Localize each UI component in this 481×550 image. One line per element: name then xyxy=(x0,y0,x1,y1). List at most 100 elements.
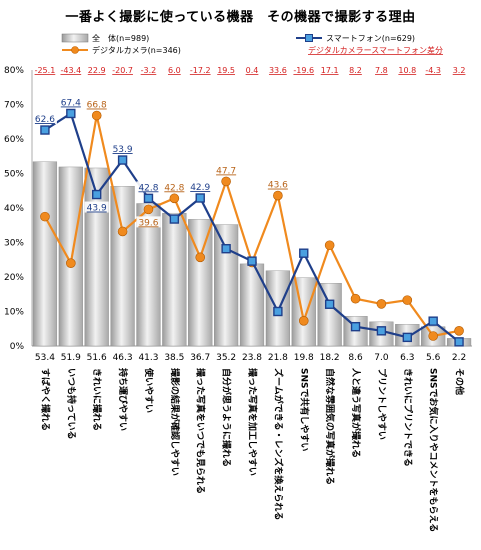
bar-value-label: 41.3 xyxy=(138,353,158,363)
phone-point xyxy=(66,108,76,119)
y-tick-label: 60% xyxy=(4,135,24,145)
bar xyxy=(58,166,83,347)
phone-label-bg xyxy=(84,201,109,213)
camera-label-bg xyxy=(84,98,109,110)
bar-value-label: 18.2 xyxy=(320,353,340,363)
camera-point xyxy=(324,240,335,251)
diff-label: 8.2 xyxy=(349,66,362,75)
legend-marker-phone xyxy=(305,34,313,42)
bar-value-label: 51.9 xyxy=(61,353,81,363)
diff-label: 17.1 xyxy=(321,66,339,75)
phone-point xyxy=(169,214,180,224)
category-labels: すばやく撮れる いつも持っている きれいに撮れる 持ち運びやすい 使いやすい 撮影の結果が… xyxy=(39,367,465,532)
y-tick-label: 40% xyxy=(4,204,24,214)
camera-point xyxy=(66,258,76,269)
phone-point xyxy=(221,244,231,254)
legend-label-camera: デジタルカメラ(n=346) xyxy=(92,45,181,55)
point-value-labels: 62.6 67.4 43.9 53.9 42.8 42.9 66.8 39.6 42.8 47.7… xyxy=(32,96,290,228)
bar-value-label: 5.6 xyxy=(426,353,441,363)
bar-value-label: 35.2 xyxy=(216,353,236,363)
camera-label-bg xyxy=(162,181,187,193)
phone-point xyxy=(299,248,309,258)
bar xyxy=(110,186,135,347)
phone-point xyxy=(195,193,205,203)
bar xyxy=(291,277,316,347)
category-label: 撮った写真を加工しやすい xyxy=(247,368,259,476)
category-label: SNSでお気に入りやコメントをもらえる xyxy=(428,368,440,532)
camera-point xyxy=(273,190,283,201)
diff-label: -17.2 xyxy=(190,66,211,75)
category-label: きれいに撮れる xyxy=(91,368,103,431)
phone-point xyxy=(428,316,438,326)
category-label: 自然な雰囲気の写真が撮れる xyxy=(324,368,336,485)
camera-point xyxy=(169,193,180,204)
legend-label-all: 全 体(n=989) xyxy=(92,33,149,43)
bar xyxy=(214,224,239,347)
category-label: SNSで共有しやすい xyxy=(298,368,310,451)
bar-value-label: 2.2 xyxy=(452,353,466,363)
camera-point xyxy=(454,326,464,336)
phone-point xyxy=(143,193,154,204)
phone-label-bg xyxy=(32,113,57,125)
category-label: すばやく撮れる xyxy=(39,368,51,431)
phone-label-bg xyxy=(58,96,83,108)
y-tick-label: 20% xyxy=(4,273,24,283)
camera-value-label: 42.8 xyxy=(164,183,184,193)
camera-label-bg xyxy=(214,164,239,176)
phone-point xyxy=(273,306,283,317)
bar xyxy=(136,203,161,347)
camera-point xyxy=(376,299,387,309)
category-label: プリントしやすい xyxy=(376,368,388,440)
category-label: きれいにプリントできる xyxy=(402,368,414,467)
category-label: 使いやすい xyxy=(143,367,155,413)
camera-label-bg xyxy=(265,178,290,190)
bar xyxy=(188,219,213,347)
camera-point xyxy=(298,316,309,326)
bar-value-label: 51.6 xyxy=(87,353,107,363)
phone-value-label: 67.4 xyxy=(61,98,81,108)
camera-point xyxy=(117,226,128,237)
diff-labels: -25.1 -43.4 22.9 -20.7 -3.2 6.0 -17.2 19.5 0.4 33… xyxy=(35,66,466,75)
bar-value-label: 19.8 xyxy=(294,353,314,363)
phone-point xyxy=(376,326,387,336)
phone-point xyxy=(324,299,335,309)
camera-point xyxy=(143,204,154,215)
phone-label-bg xyxy=(110,143,135,155)
diff-label: -43.4 xyxy=(60,66,81,75)
category-label: その他 xyxy=(454,368,466,395)
y-tick-labels: 0% 10% 20% 30% 40% 50% 60% 70% 80% xyxy=(4,66,24,352)
camera-point xyxy=(40,211,50,222)
category-label: 自分が思うように撮れる xyxy=(221,368,233,467)
bar-value-label: 23.8 xyxy=(242,353,262,363)
bar-value-label: 53.4 xyxy=(35,353,55,363)
phone-point xyxy=(117,155,128,165)
category-label: 人と違う写真が撮れる xyxy=(350,367,362,458)
phone-value-label: 43.9 xyxy=(87,204,107,214)
bar xyxy=(162,212,187,347)
phone-series xyxy=(40,108,464,347)
bar-value-label: 38.5 xyxy=(164,353,184,363)
phone-value-label: 53.9 xyxy=(113,145,133,155)
bar xyxy=(32,161,58,347)
diff-label: -25.1 xyxy=(35,66,56,75)
diff-label: 19.5 xyxy=(217,66,235,75)
camera-point xyxy=(402,295,413,305)
camera-point xyxy=(428,331,438,341)
bar-value-label: 6.3 xyxy=(400,353,414,363)
legend: 全 体(n=989) デジタルカメラ(n=346) スマートフォン(n=629)… xyxy=(61,33,443,55)
diff-label: 3.2 xyxy=(453,66,466,75)
phone-value-label: 42.9 xyxy=(190,183,210,193)
bar-value-label: 8.6 xyxy=(348,353,363,363)
y-tick-label: 0% xyxy=(10,342,25,352)
camera-value-label: 47.7 xyxy=(216,166,236,176)
y-tick-label: 50% xyxy=(4,170,24,180)
phone-point xyxy=(247,256,257,266)
phone-point xyxy=(40,125,50,135)
legend-label-phone: スマートフォン(n=629) xyxy=(326,34,415,43)
phone-value-label: 42.8 xyxy=(138,183,158,193)
phone-point xyxy=(92,189,102,200)
phone-label-bg xyxy=(188,180,213,192)
bar-value-label: 46.3 xyxy=(113,353,133,363)
legend-marker-camera xyxy=(71,46,79,54)
y-tick-label: 10% xyxy=(4,308,24,318)
